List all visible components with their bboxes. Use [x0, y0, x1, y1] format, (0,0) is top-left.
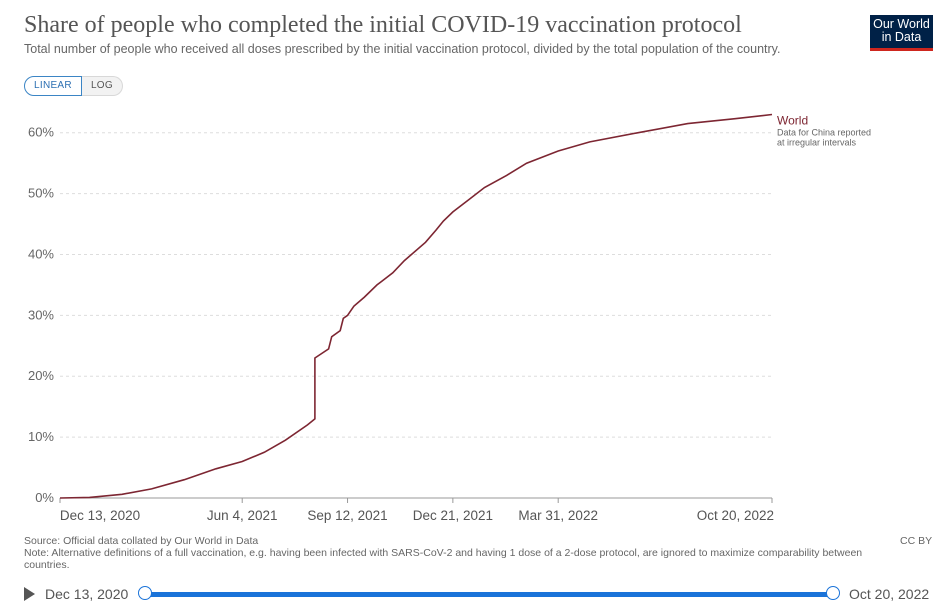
timeline-start-label: Dec 13, 2020	[45, 586, 129, 602]
timeline-end-handle[interactable]	[826, 586, 840, 600]
chart-title: Share of people who completed the initia…	[24, 12, 742, 38]
log-scale-button[interactable]: LOG	[81, 76, 123, 96]
owid-logo[interactable]: Our World in Data	[870, 15, 933, 51]
timeline: Dec 13, 2020 Oct 20, 2022	[24, 584, 934, 604]
play-icon[interactable]	[24, 587, 35, 601]
y-tick-label: 40%	[28, 246, 54, 261]
y-tick-label: 30%	[28, 307, 54, 322]
linear-scale-button[interactable]: LINEAR	[24, 76, 82, 96]
logo-line-2: in Data	[881, 30, 922, 44]
line-chart: 0% 10% 20% 30% 40% 50% 60% Dec 13, 2020 Jun 4, 2…	[28, 113, 871, 523]
x-tick-label: Dec 21, 2021	[413, 508, 493, 523]
series-annotation-line: Data for China reported	[777, 127, 871, 137]
scale-toggle: LINEAR LOG	[24, 76, 123, 96]
chart-source: Source: Official data collated by Our Wo…	[24, 535, 894, 571]
series-annotation-line: at irregular intervals	[777, 137, 857, 147]
source-text: Source: Official data collated by Our Wo…	[24, 535, 259, 547]
logo-line-1: Our World	[873, 17, 930, 31]
note-text: Note: Alternative definitions of a full …	[24, 547, 863, 571]
x-tick-label: Dec 13, 2020	[60, 508, 140, 523]
y-tick-label: 60%	[28, 125, 54, 140]
timeline-start-handle[interactable]	[138, 586, 152, 600]
chart-subtitle: Total number of people who received all …	[24, 42, 781, 56]
x-tick-label: Oct 20, 2022	[697, 508, 774, 523]
y-tick-label: 50%	[28, 186, 54, 201]
x-tick-label: Mar 31, 2022	[518, 508, 598, 523]
x-tick-label: Jun 4, 2021	[207, 508, 278, 523]
license-link[interactable]: CC BY	[900, 535, 933, 547]
timeline-track[interactable]	[144, 592, 834, 597]
y-tick-label: 10%	[28, 429, 54, 444]
y-tick-label: 20%	[28, 368, 54, 383]
x-tick-label: Sep 12, 2021	[307, 508, 387, 523]
timeline-end-label: Oct 20, 2022	[849, 586, 930, 602]
series-label-world: World	[777, 113, 808, 127]
y-tick-label: 0%	[35, 490, 54, 505]
series-line-world	[59, 113, 773, 499]
